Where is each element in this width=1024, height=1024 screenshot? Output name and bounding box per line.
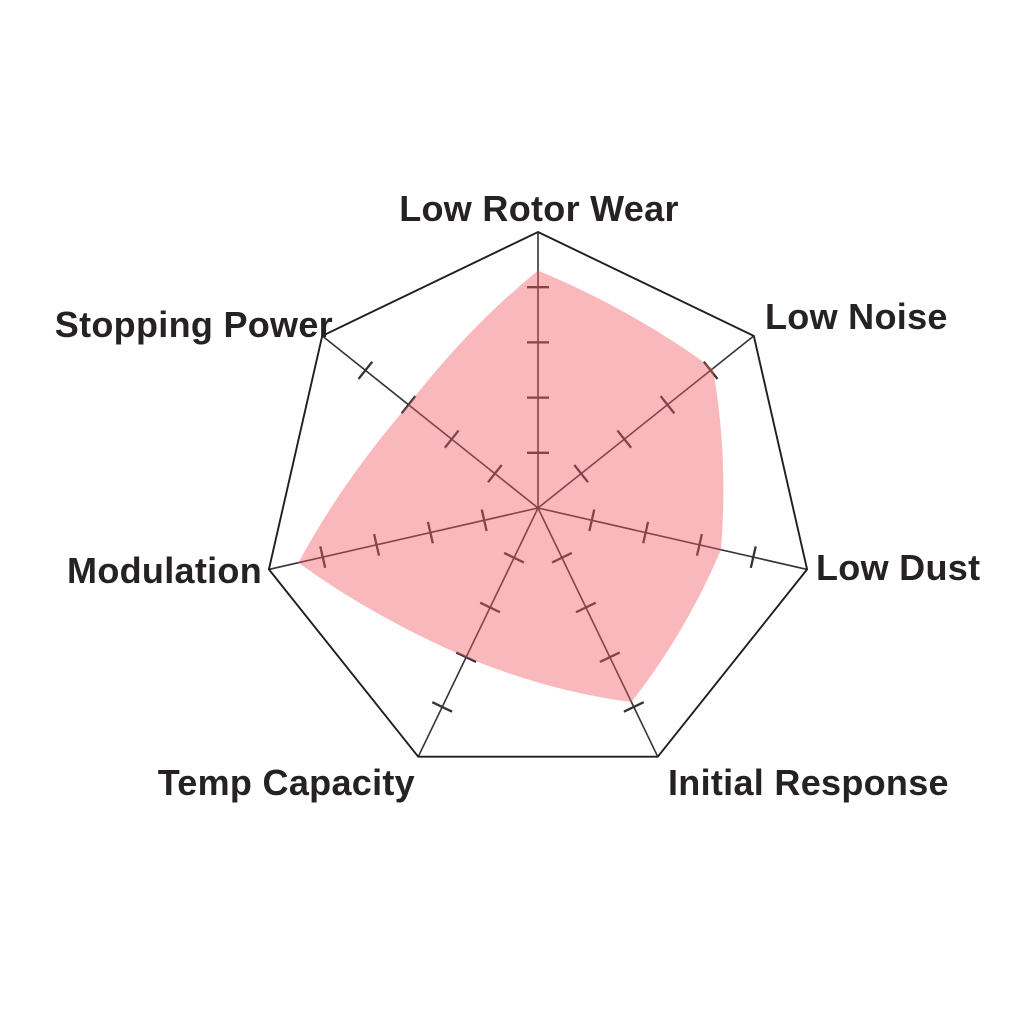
tick-mark xyxy=(599,651,621,664)
tick-mark xyxy=(695,533,704,556)
axis-line xyxy=(537,507,659,758)
axes-group xyxy=(268,232,808,758)
tick-mark xyxy=(551,551,573,564)
axis-line xyxy=(537,335,755,509)
tick-mark xyxy=(642,521,650,544)
axis-line xyxy=(321,335,539,509)
tick-mark xyxy=(573,464,589,483)
tick-mark xyxy=(319,546,327,569)
tick-mark xyxy=(357,361,374,380)
tick-mark xyxy=(480,509,488,532)
axis-line xyxy=(268,507,539,571)
tick-mark xyxy=(426,521,434,544)
axis-label-initial-response: Initial Response xyxy=(668,762,949,803)
tick-mark xyxy=(623,701,645,713)
axis-line xyxy=(537,507,808,571)
axis-label-stopping-power: Stopping Power xyxy=(55,304,333,345)
axis-label-modulation: Modulation xyxy=(67,550,262,591)
axis-label-temp-capacity: Temp Capacity xyxy=(158,762,415,803)
tick-mark xyxy=(702,361,719,380)
axis-label-low-dust: Low Dust xyxy=(816,547,980,588)
tick-mark xyxy=(659,395,676,415)
tick-mark xyxy=(400,395,417,415)
tick-mark xyxy=(575,601,597,614)
tick-mark xyxy=(455,651,477,664)
tick-mark xyxy=(431,701,453,713)
chart-layers xyxy=(267,230,809,758)
tick-mark xyxy=(443,429,460,449)
tick-mark xyxy=(487,464,503,483)
axis-label-low-noise: Low Noise xyxy=(765,296,948,337)
tick-mark xyxy=(503,551,525,564)
radar-outline xyxy=(267,230,809,758)
axis-label-low-rotor-wear: Low Rotor Wear xyxy=(399,188,679,229)
tick-mark xyxy=(479,601,501,614)
tick-mark xyxy=(372,533,381,556)
tick-mark xyxy=(616,429,633,449)
tick-mark xyxy=(588,509,596,532)
radar-fill-area xyxy=(298,270,724,702)
tick-mark xyxy=(749,546,757,569)
axis-line xyxy=(417,507,539,758)
